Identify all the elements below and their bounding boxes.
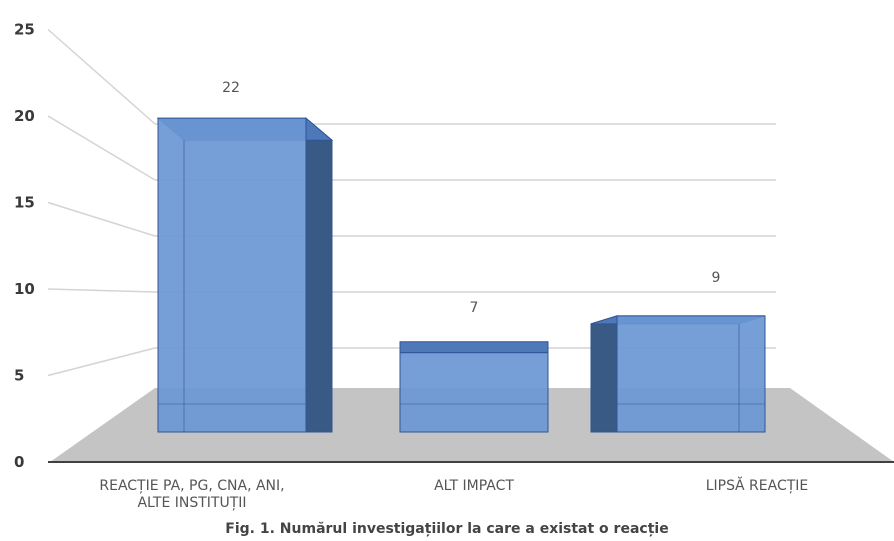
bar-front-face [399,352,549,433]
data-label: 22 [222,80,240,96]
x-tick-label: LIPSĂ REACȚIE [706,476,809,494]
bar-side-face [305,117,333,433]
bar-front-face [157,117,307,433]
y-axis: 0 5 10 15 20 25 [14,21,35,472]
y-tick-label: 20 [14,107,35,125]
bar [156,117,334,433]
y-tick-label: 25 [14,21,35,39]
gridline-diagonal [47,201,156,237]
gridline-diagonal [47,347,156,377]
bar-side-face [590,315,618,433]
x-tick-label: REACȚIE PA, PG, CNA, ANI, ALTE INSTITUȚII [99,478,284,511]
data-label: 9 [712,270,721,286]
bars [156,117,766,433]
gridline-diagonal [47,288,156,293]
bar-front-face [616,315,766,433]
y-tick-label: 10 [14,280,35,298]
y-tick-label: 15 [14,194,35,212]
gridline-diagonal [47,115,156,181]
x-axis: REACȚIE PA, PG, CNA, ANI, ALTE INSTITUȚII… [99,476,808,511]
figure-caption: Fig. 1. Numărul investigațiilor la care … [225,521,669,537]
gridline-diagonal [47,28,156,125]
bar [590,315,766,433]
data-labels: 22 7 9 [222,80,720,316]
x-tick-label: ALT IMPACT [434,478,514,494]
y-tick-label: 5 [14,367,24,385]
y-tick-label: 0 [14,453,24,471]
bar-top-face [399,341,549,354]
bar [399,341,549,433]
data-label: 7 [470,300,479,316]
